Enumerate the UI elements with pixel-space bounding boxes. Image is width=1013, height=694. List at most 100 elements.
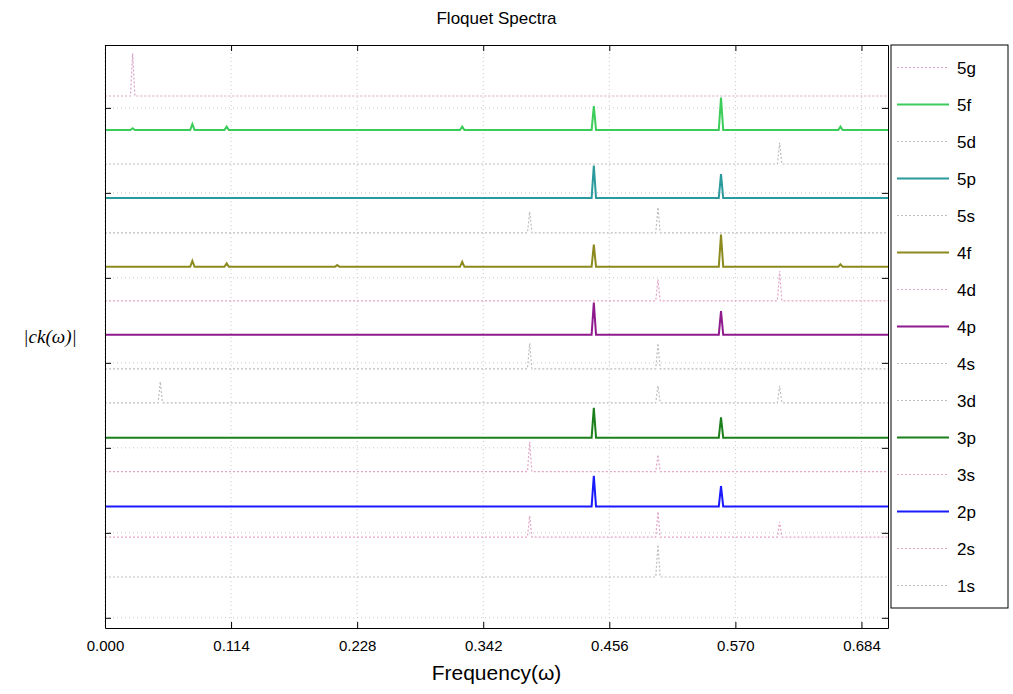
x-tick (735, 45, 736, 51)
x-tick-label: 0.228 (339, 637, 377, 654)
y-tick-mark (105, 108, 111, 109)
y-tick (882, 108, 888, 109)
x-tick (357, 45, 358, 51)
y-tick-mark (105, 533, 111, 534)
y-tick-mark (882, 363, 888, 364)
x-tick-label: 0.456 (591, 637, 629, 654)
legend-swatch (897, 141, 949, 142)
legend-label: 4f (957, 244, 971, 263)
legend-swatch (897, 104, 949, 106)
y-grid-line (105, 532, 888, 533)
x-grid-line (735, 45, 736, 628)
x-tick-label: 0.000 (87, 637, 125, 654)
x-tick (861, 45, 862, 51)
x-tick: 0.456 (591, 622, 629, 654)
x-axis-line (106, 628, 889, 629)
legend-swatch (897, 178, 949, 180)
legend-swatch (897, 289, 949, 290)
legend-label: 3d (957, 392, 976, 411)
x-tick: 0.114 (213, 622, 249, 654)
y-axis-right (882, 46, 889, 629)
x-tick-label: 0.684 (843, 637, 881, 654)
legend-swatch (897, 252, 949, 254)
x-tick-mark (483, 622, 484, 628)
legend-label: 3s (957, 466, 975, 485)
legend: 5g5f5d5p5s4f4d4p4s3d3p3s2p2s1s (891, 45, 1008, 608)
y-grid-line (105, 617, 888, 618)
frame-top (106, 45, 889, 46)
series-line (105, 271, 888, 301)
y-tick (105, 108, 111, 109)
x-tick-mark (861, 45, 862, 51)
x-axis: 0.000 0.114 0.228 0.342 0.456 0.570 0.684 (87, 622, 889, 654)
grid (105, 45, 888, 628)
x-tick-mark (735, 45, 736, 51)
legend-swatch (897, 511, 949, 513)
y-tick (882, 278, 888, 279)
y-tick (105, 363, 111, 364)
legend-label: 4s (957, 355, 975, 374)
chart: 0.000 0.114 0.228 0.342 0.456 0.570 0.684 Floqu… (0, 0, 1013, 694)
legend-label: 2p (957, 503, 976, 522)
x-tick-mark (357, 45, 358, 51)
x-tick-mark (861, 622, 862, 628)
legend-label: 5p (957, 170, 976, 189)
y-axis (105, 46, 111, 629)
legend-swatch (897, 548, 949, 549)
series-line (105, 476, 888, 507)
series-line (105, 53, 888, 95)
y-tick (105, 533, 111, 534)
x-grid-line (231, 45, 232, 628)
y-tick (882, 533, 888, 534)
series-line (105, 98, 888, 130)
x-grid-line (105, 45, 106, 628)
y-tick-mark (882, 278, 888, 279)
x-tick-label: 0.114 (213, 637, 249, 654)
series-line (105, 442, 888, 472)
legend-swatch (897, 585, 949, 586)
legend-label: 2s (957, 540, 975, 559)
x-tick: 0.342 (465, 622, 503, 654)
x-tick-label: 0.342 (465, 637, 503, 654)
x-tick-mark (231, 622, 232, 628)
y-tick-mark (105, 193, 111, 194)
x-grid-line (609, 45, 610, 628)
y-tick (105, 448, 111, 449)
x-axis-title: Frequency(ω) (432, 661, 562, 684)
legend-swatch (897, 437, 949, 439)
y-tick (105, 278, 111, 279)
series-line (105, 166, 888, 198)
x-tick-label: 0.570 (717, 637, 755, 654)
legend-label: 5s (957, 207, 975, 226)
series-line (105, 343, 888, 368)
chart-title: Floquet Spectra (436, 9, 557, 28)
series-line (105, 545, 888, 577)
x-tick-mark (483, 45, 484, 51)
x-tick: 0.570 (717, 622, 755, 654)
legend-label: 5g (957, 59, 976, 78)
y-tick-mark (882, 533, 888, 534)
y-tick (882, 618, 888, 619)
frame-right (888, 46, 889, 629)
series-line (105, 382, 888, 403)
y-tick-mark (105, 278, 111, 279)
y-grid-line (105, 277, 888, 278)
x-grid-line (483, 45, 484, 628)
y-axis-line (105, 46, 106, 629)
x-tick-mark (609, 45, 610, 51)
y-tick (105, 618, 111, 619)
x-grid-line (357, 45, 358, 628)
legend-label: 3p (957, 429, 976, 448)
legend-swatch (897, 363, 949, 364)
x-axis-top (106, 45, 889, 51)
legend-swatch (897, 67, 949, 68)
y-tick-mark (105, 618, 111, 619)
y-grid-line (105, 192, 888, 193)
y-tick (105, 193, 111, 194)
series-group (105, 53, 888, 577)
y-tick-mark (882, 193, 888, 194)
y-tick-mark (105, 448, 111, 449)
legend-label: 4d (957, 281, 976, 300)
x-tick (483, 45, 484, 51)
y-tick (882, 193, 888, 194)
